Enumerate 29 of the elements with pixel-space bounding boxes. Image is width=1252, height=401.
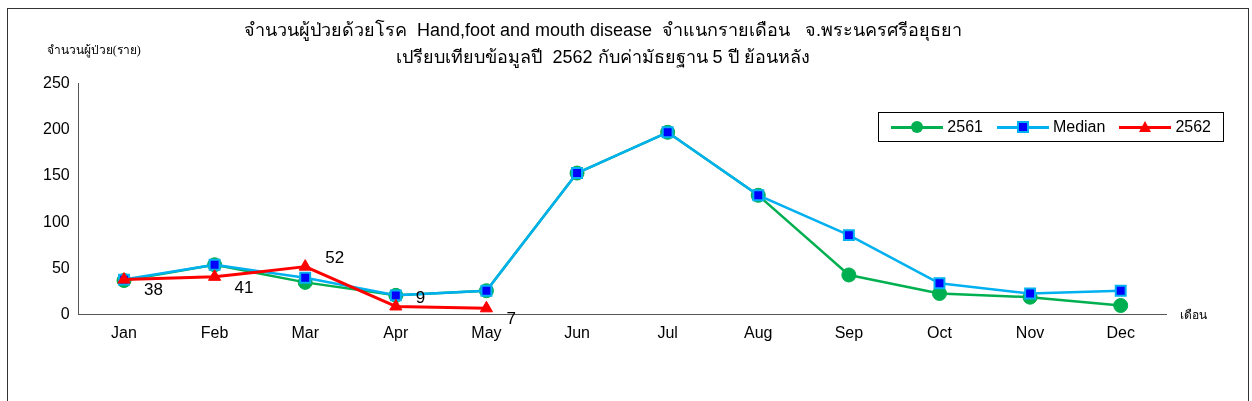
x-tick-label: Dec	[1106, 323, 1135, 341]
y-tick-label: 50	[51, 258, 70, 276]
y-tick-label: 200	[42, 119, 70, 137]
y-tick-label: 0	[60, 305, 70, 323]
chart-title: จำนวนผู้ป่วยด้วยโรค Hand,foot and mouth disease จำแนกรายเดือน จ.พระนครศรีอยุธยา	[243, 18, 963, 41]
x-tick-label: Nov	[1015, 323, 1045, 341]
y-axis-title: จำนวนผู้ป่วย(ราย)	[46, 43, 141, 59]
x-tick-label: Oct	[927, 323, 953, 341]
y-tick-label: 100	[42, 212, 70, 230]
x-tick-label: Mar	[291, 323, 320, 341]
data-label: 7	[506, 309, 516, 328]
data-label: 38	[144, 280, 163, 300]
x-tick-label: Jun	[564, 323, 590, 341]
x-axis-title: เดือน	[1180, 307, 1207, 322]
legend-label: 2562	[1175, 118, 1211, 136]
y-tick-label: 150	[42, 166, 70, 184]
data-label: 41	[234, 277, 254, 297]
x-tick-label: May	[471, 323, 502, 341]
chart-subtitle: เปรียบเทียบข้อมูลปี 2562 กับค่ามัธยฐาน 5 ปี ย้อนหลัง	[396, 47, 810, 69]
data-label: 52	[325, 248, 345, 268]
legend-label: Median	[1052, 118, 1106, 136]
y-tick-label: 250	[42, 73, 70, 91]
x-tick-label: Aug	[744, 323, 773, 341]
x-tick-label: Jan	[111, 323, 137, 341]
x-tick-label: Apr	[383, 323, 409, 341]
x-tick-label: Feb	[200, 323, 229, 341]
legend-label: 2561	[947, 118, 983, 136]
x-tick-label: Sep	[834, 323, 864, 341]
x-tick-label: Jul	[657, 323, 678, 341]
